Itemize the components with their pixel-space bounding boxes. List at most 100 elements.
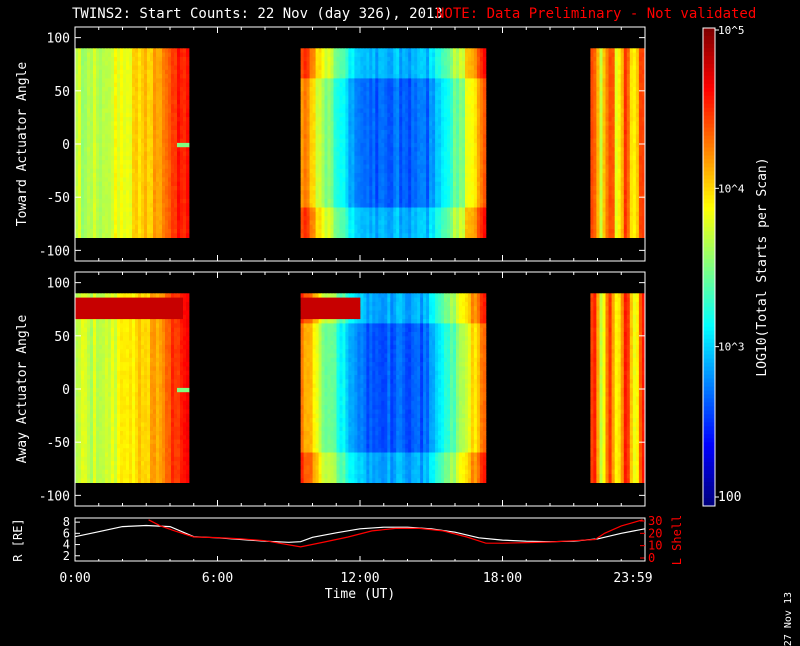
heat-cell — [408, 130, 412, 135]
heat-cell — [330, 224, 334, 230]
heat-cell — [602, 233, 606, 238]
heat-cell — [593, 220, 597, 226]
heat-cell — [614, 48, 619, 53]
heat-cell — [354, 56, 358, 62]
heat-cell — [123, 155, 127, 161]
heat-cell — [473, 78, 478, 84]
heat-cell — [608, 198, 612, 204]
heat-cell — [90, 173, 94, 178]
heat-cell — [444, 74, 448, 79]
heat-cell — [467, 138, 472, 144]
heat-cell — [165, 56, 169, 62]
heat-cell — [453, 48, 457, 53]
heat-cell — [387, 224, 391, 230]
heat-cell — [590, 198, 594, 204]
heat-cell — [626, 194, 631, 200]
heat-cell — [168, 186, 172, 191]
heat-cell — [420, 173, 424, 178]
heat-cell — [411, 216, 415, 221]
heat-cell — [357, 177, 361, 183]
heat-cell — [138, 74, 142, 79]
heat-cell — [620, 95, 625, 101]
heat-cell — [327, 147, 331, 152]
heat-cell — [93, 95, 97, 101]
heat-cell — [402, 134, 406, 139]
heat-cell — [330, 130, 334, 135]
heat-cell — [153, 186, 157, 191]
heat-cell — [372, 112, 376, 118]
heat-cell — [339, 220, 343, 226]
heat-cell — [375, 203, 379, 208]
heat-cell — [441, 61, 445, 66]
heat-cell — [405, 52, 409, 58]
heat-cell — [617, 142, 622, 148]
heat-cell — [414, 48, 418, 53]
heat-cell — [129, 151, 133, 157]
heat-cell — [318, 224, 322, 230]
heat-cell — [342, 168, 346, 174]
heat-cell — [180, 160, 184, 165]
heat-cell — [402, 220, 406, 226]
heat-cell — [327, 65, 331, 71]
heat-cell — [177, 112, 181, 118]
heat-cell — [312, 121, 316, 127]
heat-cell — [303, 194, 307, 200]
heat-cell — [99, 147, 103, 152]
heat-cell — [84, 177, 88, 183]
heat-cell — [459, 220, 463, 226]
heat-cell — [360, 211, 364, 217]
heat-cell — [333, 69, 337, 75]
heat-cell — [336, 117, 340, 122]
heat-cell — [351, 65, 355, 71]
heat-cell — [177, 203, 181, 208]
heat-cell — [608, 151, 612, 157]
heat-cell — [375, 173, 379, 178]
heat-cell — [590, 181, 594, 187]
heat-cell — [183, 99, 187, 105]
heat-cell — [420, 87, 424, 92]
heat-cell — [447, 177, 451, 183]
heat-cell — [108, 121, 112, 127]
heat-cell — [120, 112, 124, 118]
heat-cell — [450, 177, 454, 183]
heat-cell — [444, 117, 448, 122]
heat-cell — [426, 61, 430, 66]
heat-cell — [99, 177, 103, 183]
heat-cell — [312, 69, 316, 75]
heat-cell — [599, 147, 603, 152]
heat-cell — [596, 108, 600, 114]
heat-cell — [596, 207, 600, 213]
heat-cell — [482, 125, 487, 131]
heat-cell — [108, 198, 112, 204]
heat-cell — [147, 211, 151, 217]
heat-cell — [366, 160, 370, 165]
heat-cell — [99, 87, 103, 92]
heat-cell — [156, 121, 160, 127]
heat-cell — [177, 108, 181, 114]
heat-cell — [96, 164, 100, 170]
heat-cell — [102, 203, 106, 208]
heat-cell — [384, 104, 388, 109]
heat-cell — [336, 194, 340, 200]
heat-cell — [186, 168, 190, 174]
heat-cell — [470, 65, 475, 71]
heat-cell — [459, 112, 463, 118]
heat-cell — [183, 48, 187, 53]
heat-cell — [156, 233, 160, 238]
heat-cell — [408, 160, 412, 165]
heat-cell — [114, 48, 118, 53]
heat-cell — [369, 147, 373, 152]
heat-cell — [396, 155, 400, 161]
heat-cell — [144, 186, 148, 191]
heat-cell — [384, 190, 388, 195]
heat-cell — [402, 121, 406, 127]
heat-cell — [336, 121, 340, 127]
heat-cell — [339, 52, 343, 58]
heat-cell — [147, 142, 151, 148]
heat-cell — [479, 211, 484, 217]
heat-cell — [342, 125, 346, 131]
heat-cell — [78, 198, 82, 204]
heat-cell — [456, 117, 460, 122]
heat-cell — [87, 177, 91, 183]
heat-cell — [450, 173, 454, 178]
